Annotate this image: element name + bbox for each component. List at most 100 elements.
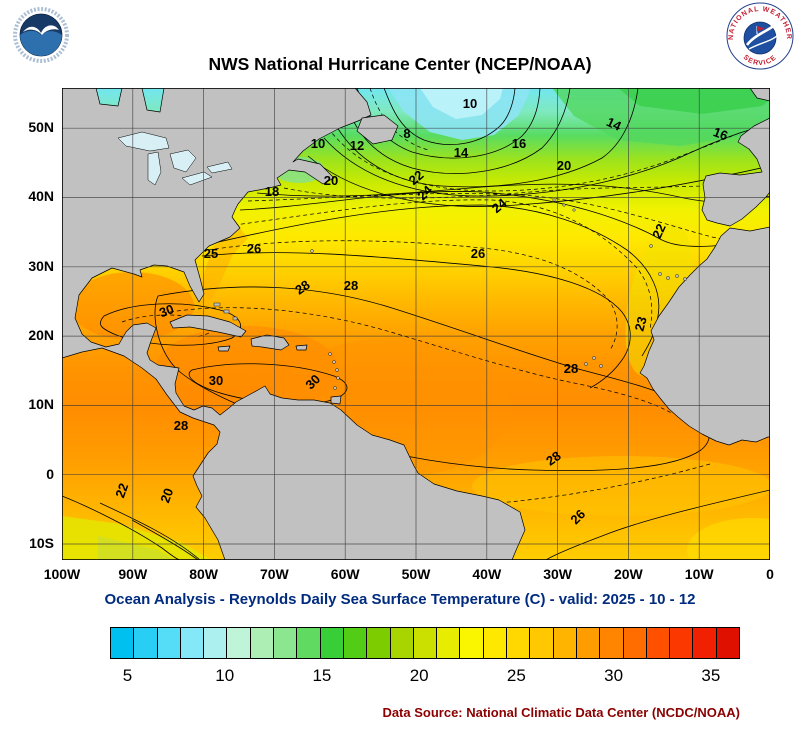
colorbar-tick: 30 [604, 666, 624, 685]
contour-label: 14 [604, 114, 624, 134]
colorbar-cell [274, 628, 298, 658]
map-caption: Ocean Analysis - Reynolds Daily Sea Surf… [104, 591, 696, 608]
contour-label: 20 [324, 173, 338, 188]
contour-label: 23 [632, 315, 650, 333]
contour-label: 10 [311, 136, 325, 151]
colorbar-cell [693, 628, 717, 658]
colorbar-tick: 35 [701, 666, 721, 685]
colorbar-cell [670, 628, 694, 658]
contour-label: 25 [204, 246, 218, 261]
contour-label: 28 [564, 361, 578, 376]
land-jamaica [217, 345, 231, 352]
lon-label: 70W [259, 566, 289, 582]
land-europe [701, 117, 771, 227]
contour-label: 22 [649, 221, 669, 240]
colorbar-cell [507, 628, 531, 658]
lon-label: 40W [472, 566, 502, 582]
lon-label: 30W [543, 566, 572, 582]
contour-label: 28 [174, 418, 188, 433]
lat-label: 10S [29, 534, 54, 551]
data-source: Data Source: National Climatic Data Cent… [382, 705, 740, 720]
colorbar-cell [530, 628, 554, 658]
lat-label: 30N [28, 257, 54, 274]
page-title: NWS National Hurricane Center (NCEP/NOAA… [208, 54, 592, 74]
colorbar-cell [460, 628, 484, 658]
colorbar-tick: 5 [122, 666, 133, 685]
lat-label: 0 [46, 465, 54, 482]
contour-label: 30 [209, 373, 223, 388]
contour-label: 14 [454, 145, 469, 160]
lon-label: 50W [401, 566, 431, 582]
colorbar-cell [320, 628, 344, 658]
colorbar-cell [134, 628, 158, 658]
sst-map: 10 8 10 12 14 14 16 16 18 20 20 22 24 24 22 26 25 26 23 28 2… [61, 87, 800, 582]
colorbar-cell [343, 628, 368, 658]
colorbar-cell [111, 628, 135, 658]
contour-label: 26 [247, 241, 261, 256]
lat-label: 50N [28, 119, 54, 136]
lake-superior [117, 131, 170, 152]
contour-label: 28 [344, 278, 358, 293]
colorbar-cell [716, 628, 740, 658]
contour-label: 22 [112, 481, 131, 500]
contour-label: 10 [463, 96, 477, 111]
lon-label: 90W [118, 566, 148, 582]
colorbar-cell [157, 628, 181, 658]
noaa-logo [8, 6, 74, 68]
contour-label: 18 [265, 184, 279, 199]
colorbar-cell [204, 628, 228, 658]
lake-michigan [147, 151, 162, 186]
lat-label: 40N [28, 188, 54, 205]
colorbar-cell [250, 628, 275, 658]
colorbar-cell [413, 628, 438, 658]
contour-label: 16 [711, 124, 730, 143]
colorbar-cell [600, 628, 624, 658]
contour-label: 20 [557, 158, 571, 173]
colorbar-cell [623, 628, 647, 658]
colorbar-cell [390, 628, 414, 658]
nws-logo: NATIONAL WEATHER SERVICE [726, 2, 794, 70]
land-hispaniola [250, 334, 290, 351]
colorbar-cell [483, 628, 508, 658]
contour-label: 20 [157, 486, 176, 505]
lake-huron [169, 149, 197, 173]
colorbar-cell [227, 628, 251, 658]
lon-label: 80W [189, 566, 218, 582]
colorbar-cell [297, 628, 321, 658]
contour-label: 26 [471, 246, 485, 261]
lon-label: 60W [330, 566, 360, 582]
colorbar-cell [180, 628, 205, 658]
colorbar-cell [646, 628, 671, 658]
lon-label: 100W [43, 566, 81, 582]
lake-ontario [206, 161, 233, 174]
contour-label: 30 [157, 301, 176, 320]
lon-label: 0 [766, 566, 774, 582]
colorbar-cell [367, 628, 391, 658]
colorbar-cell [576, 628, 601, 658]
contour-label: 12 [350, 138, 364, 153]
colorbar [110, 627, 740, 659]
colorbar-tick: 25 [506, 666, 526, 685]
colorbar-tick: 10 [215, 666, 235, 685]
colorbar-cell [553, 628, 577, 658]
colorbar-cell [437, 628, 461, 658]
contour-label: 28 [292, 277, 312, 298]
land-trinidad [330, 395, 342, 405]
colorbar-tick: 15 [312, 666, 332, 685]
noaa-seal-icon [13, 7, 69, 63]
lon-label: 20W [613, 566, 643, 582]
lat-label: 20N [28, 327, 54, 344]
contour-label: 28 [543, 448, 563, 469]
land-cuba [169, 314, 247, 338]
contour-label: 16 [512, 136, 526, 151]
colorbar-tick: 20 [409, 666, 429, 685]
lake-erie [181, 171, 213, 186]
island-specks [213, 198, 687, 390]
lon-label: 10W [684, 566, 714, 582]
lat-label: 10N [28, 396, 54, 413]
nws-seal-icon: NATIONAL WEATHER SERVICE [726, 2, 794, 70]
contour-label: 8 [403, 126, 410, 141]
land-newfoundland [356, 114, 399, 145]
